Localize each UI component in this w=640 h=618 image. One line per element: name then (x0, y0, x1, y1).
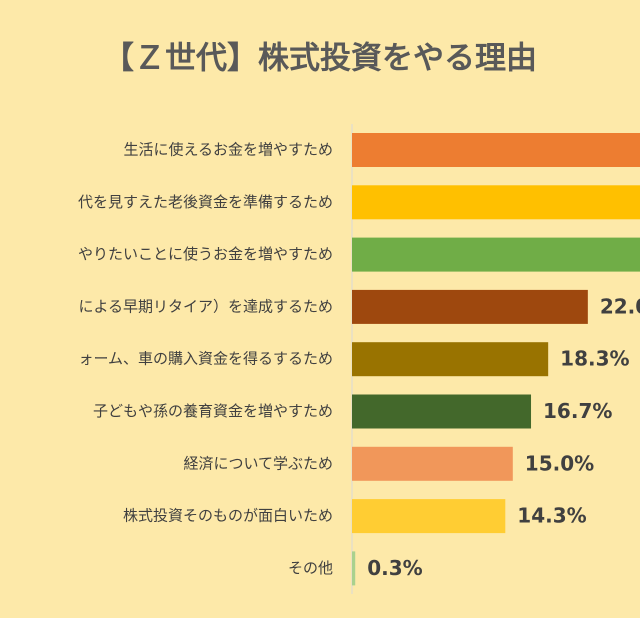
bar (352, 342, 549, 377)
bar (352, 394, 532, 429)
value-label: 22.0% (600, 294, 640, 318)
value-label: 18.3% (560, 347, 629, 371)
bar (352, 133, 640, 167)
category-label: 子どもや孫の養育資金を増やすため (93, 402, 333, 420)
value-label: 14.3% (517, 504, 586, 528)
category-label: 経済について学ぶため (183, 454, 333, 472)
bar (352, 289, 588, 324)
bar (352, 446, 513, 481)
bar (352, 237, 640, 272)
value-label: 0.3% (367, 556, 422, 580)
category-label: による早期リタイア）を達成するため (78, 297, 333, 315)
category-label: 生活に使えるお金を増やすため (123, 141, 333, 159)
bar (352, 185, 640, 220)
category-label: その他 (288, 559, 333, 577)
bar (352, 499, 506, 534)
category-label: 代を見すえた老後資金を準備するため (78, 193, 333, 211)
category-label: やりたいことに使うお金を増やすため (78, 245, 333, 263)
chart-title: 【Ｚ世代】株式投資をやる理由 (103, 41, 537, 77)
value-label: 16.7% (543, 399, 612, 423)
category-label: 株式投資そのものが面白いため (123, 507, 333, 525)
bar (352, 551, 356, 586)
category-label: ォーム、車の購入資金を得るするため (78, 350, 333, 368)
value-label: 15.0% (525, 451, 594, 475)
